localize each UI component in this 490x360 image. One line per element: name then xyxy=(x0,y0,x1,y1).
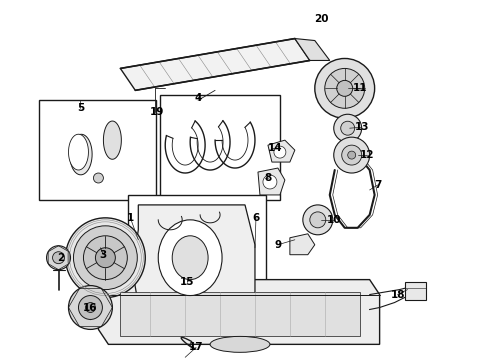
Text: 7: 7 xyxy=(374,180,381,190)
Ellipse shape xyxy=(83,236,127,280)
Text: 16: 16 xyxy=(83,302,98,312)
Ellipse shape xyxy=(310,212,326,228)
Polygon shape xyxy=(69,134,88,170)
Ellipse shape xyxy=(85,302,96,312)
Polygon shape xyxy=(295,39,330,60)
Polygon shape xyxy=(132,205,255,310)
Bar xyxy=(39,100,156,200)
Text: 19: 19 xyxy=(150,107,165,117)
Text: 18: 18 xyxy=(391,289,405,300)
Ellipse shape xyxy=(69,285,112,329)
Text: 2: 2 xyxy=(57,253,64,263)
Text: 14: 14 xyxy=(268,143,282,153)
Ellipse shape xyxy=(96,248,115,268)
Bar xyxy=(160,95,280,200)
Ellipse shape xyxy=(334,137,369,173)
Polygon shape xyxy=(290,234,315,255)
Polygon shape xyxy=(121,39,310,90)
Ellipse shape xyxy=(315,58,375,118)
Ellipse shape xyxy=(334,114,362,142)
Ellipse shape xyxy=(325,68,365,108)
Ellipse shape xyxy=(158,220,222,296)
Text: 20: 20 xyxy=(315,14,329,24)
Text: 8: 8 xyxy=(264,173,271,183)
Text: 4: 4 xyxy=(195,93,202,103)
Text: 6: 6 xyxy=(252,213,260,223)
Ellipse shape xyxy=(47,246,71,270)
Polygon shape xyxy=(98,280,380,345)
Ellipse shape xyxy=(348,151,356,159)
Polygon shape xyxy=(258,168,285,195)
Ellipse shape xyxy=(74,226,137,289)
Bar xyxy=(405,282,426,300)
Text: 17: 17 xyxy=(189,342,203,352)
Ellipse shape xyxy=(172,236,208,280)
Polygon shape xyxy=(268,140,295,162)
Ellipse shape xyxy=(52,252,65,264)
Polygon shape xyxy=(103,121,122,159)
Text: 11: 11 xyxy=(352,84,367,93)
Ellipse shape xyxy=(66,218,145,298)
Polygon shape xyxy=(70,134,92,175)
Text: 9: 9 xyxy=(274,240,281,250)
Bar xyxy=(128,195,266,315)
Text: 12: 12 xyxy=(359,150,374,160)
Text: 5: 5 xyxy=(77,103,84,113)
Ellipse shape xyxy=(341,121,355,135)
Ellipse shape xyxy=(303,205,333,235)
Text: 13: 13 xyxy=(354,122,369,132)
Ellipse shape xyxy=(94,173,103,183)
Text: 1: 1 xyxy=(127,213,134,223)
Text: 3: 3 xyxy=(100,250,107,260)
Ellipse shape xyxy=(78,296,102,319)
Ellipse shape xyxy=(263,175,277,189)
Ellipse shape xyxy=(342,145,362,165)
Text: 15: 15 xyxy=(180,276,195,287)
Text: 10: 10 xyxy=(326,215,341,225)
Ellipse shape xyxy=(210,336,270,352)
Bar xyxy=(121,292,360,336)
Ellipse shape xyxy=(337,80,353,96)
Ellipse shape xyxy=(274,146,286,158)
